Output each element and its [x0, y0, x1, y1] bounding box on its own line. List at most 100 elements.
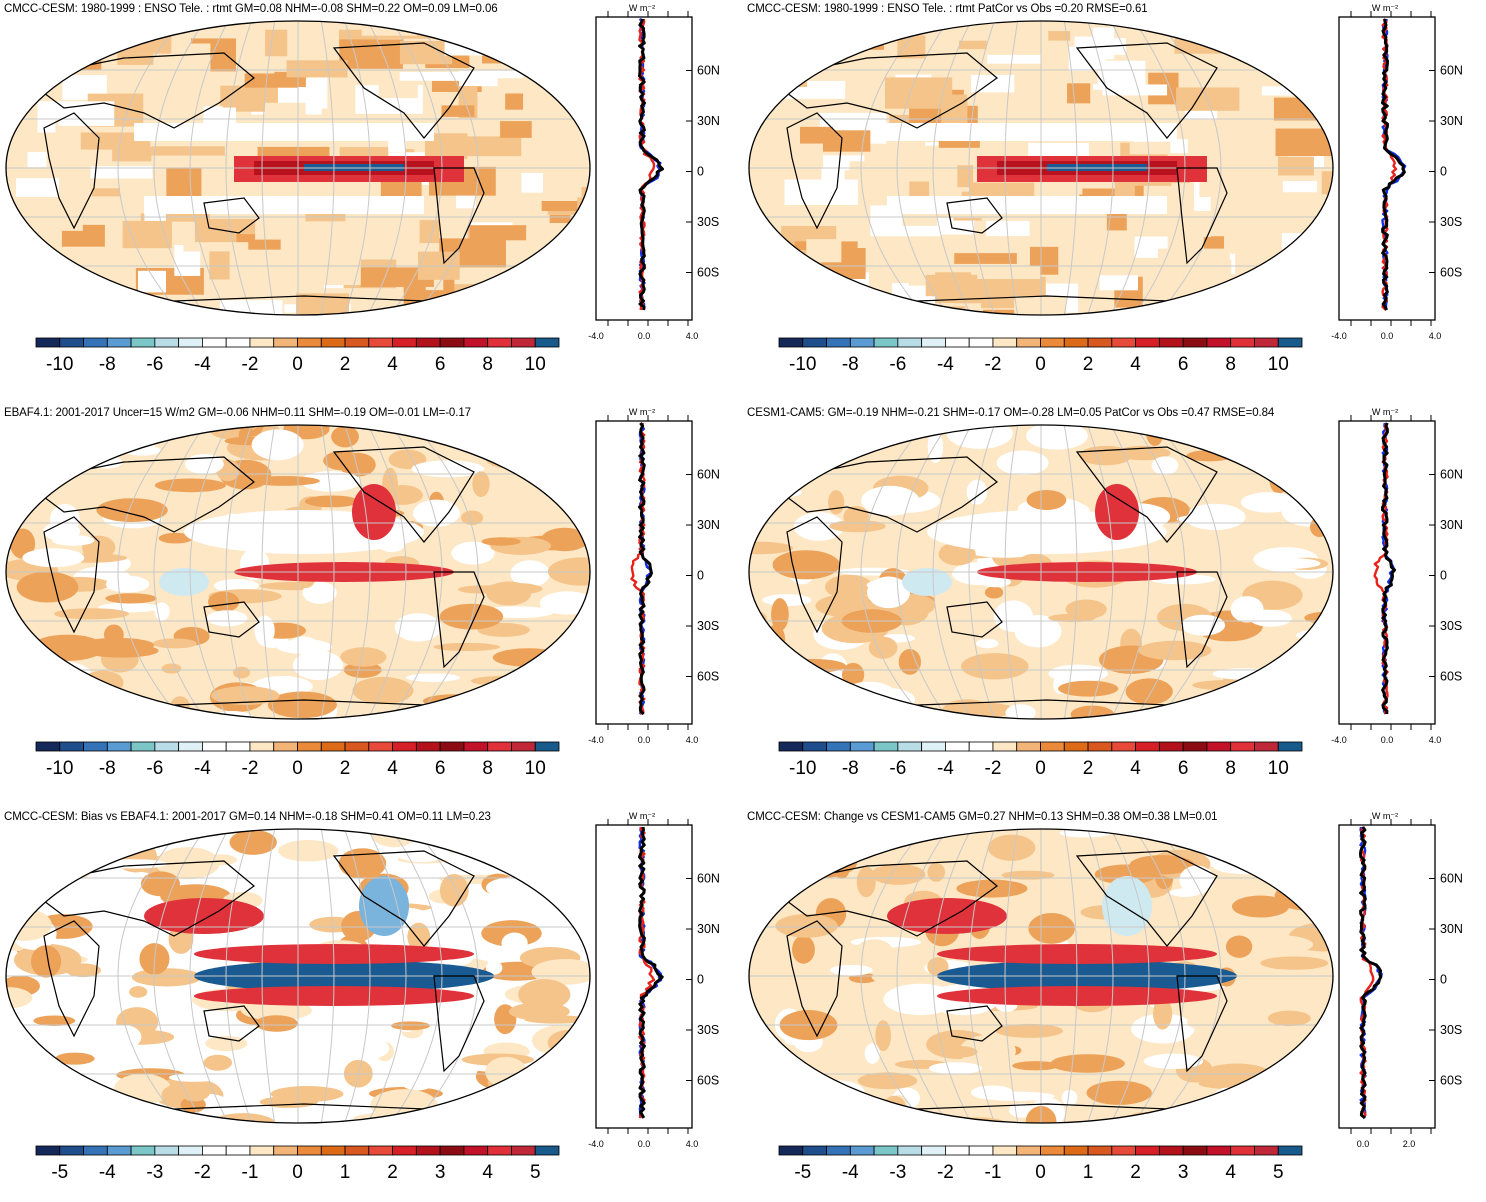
colorbar-label: 10 [525, 758, 546, 779]
colorbar-swatch [1087, 1145, 1113, 1156]
world-map [5, 828, 591, 1124]
colorbar: -10 -8 -6 -4 -2 0 2 4 6 8 10 [778, 337, 1303, 375]
colorbar-label: 0 [292, 1162, 303, 1183]
colorbar-label: 2 [1083, 758, 1094, 779]
colorbar-swatch [368, 337, 393, 348]
colorbar-swatch [35, 1145, 61, 1156]
colorbar-swatch [392, 741, 417, 752]
colorbar-swatch [1111, 1145, 1136, 1156]
profile-lat-tick: 60S [697, 1074, 719, 1088]
colorbar-swatch [1111, 337, 1136, 348]
colorbar-swatch [1206, 1145, 1232, 1156]
colorbar-label: -4 [842, 1162, 859, 1183]
colorbar-label: -2 [985, 354, 1002, 375]
colorbar-label: 0 [1035, 1162, 1046, 1183]
colorbar-label: -4 [194, 354, 211, 375]
colorbar-label: 10 [525, 354, 546, 375]
colorbar-swatch [130, 337, 156, 348]
colorbar-swatch [273, 1145, 298, 1156]
colorbar-swatch [1063, 741, 1089, 752]
colorbar-swatch [297, 337, 322, 348]
colorbar-label: 4 [1130, 354, 1141, 375]
colorbar-label: 2 [340, 758, 351, 779]
colorbar-swatch [106, 741, 132, 752]
profile-x-tick: 2.0 [1403, 1139, 1416, 1149]
colorbar-swatch [897, 741, 923, 752]
colorbar-swatch [178, 337, 203, 348]
colorbar-swatch [945, 1145, 970, 1156]
colorbar-swatch [1277, 741, 1303, 752]
colorbar-swatch [225, 337, 251, 348]
colorbar-swatch [35, 741, 61, 752]
colorbar-swatch [415, 1145, 441, 1156]
profile-unit: W m⁻² [629, 811, 655, 821]
colorbar-swatch [992, 741, 1018, 752]
zonal-mean-profile: W m⁻² 60N 30N 0 30S 60S -4.0 0.0 4.0 [588, 811, 720, 1149]
colorbar-swatch [320, 1145, 346, 1156]
colorbar-swatch [826, 741, 851, 752]
colorbar-swatch [1254, 337, 1279, 348]
colorbar-label: -2 [985, 758, 1002, 779]
colorbar-swatch [778, 1145, 804, 1156]
profile-lat-tick: 30N [697, 518, 720, 532]
colorbar-swatch [415, 741, 441, 752]
colorbar-label: -10 [46, 354, 73, 375]
colorbar-swatch [392, 1145, 417, 1156]
colorbar-swatch [1040, 1145, 1065, 1156]
colorbar: -10 -8 -6 -4 -2 0 2 4 6 8 10 [35, 741, 560, 779]
colorbar-swatch [439, 741, 465, 752]
colorbar-swatch [392, 337, 417, 348]
panel-bias: CMCC-CESM: Bias vs EBAF4.1: 2001-2017 GM… [0, 808, 743, 1202]
colorbar-swatch [178, 741, 203, 752]
colorbar-label: -2 [937, 1162, 954, 1183]
colorbar-swatch [1206, 337, 1232, 348]
colorbar-swatch [178, 1145, 203, 1156]
zonal-mean-profile: W m⁻² 60N 30N 0 30S 60S -4.0 0.0 4.0 [588, 3, 720, 341]
profile-lat-tick: 30S [1440, 619, 1462, 633]
colorbar-label: -2 [242, 354, 259, 375]
colorbar-swatch [1016, 741, 1041, 752]
zonal-mean-profile: W m⁻² 60N 30N 0 30S 60S -4.0 0.0 4.0 [588, 407, 720, 745]
panel-title: CMCC-CESM: Bias vs EBAF4.1: 2001-2017 GM… [4, 811, 491, 823]
colorbar-swatch [1277, 1145, 1303, 1156]
colorbar-label: -6 [889, 758, 906, 779]
colorbar-label: 2 [1130, 1162, 1141, 1183]
colorbar: -10 -8 -6 -4 -2 0 2 4 6 8 10 [35, 337, 560, 375]
colorbar-label: 6 [435, 354, 446, 375]
profile-x-tick: 4.0 [1429, 331, 1442, 341]
colorbar-label: 10 [1268, 354, 1289, 375]
colorbar-swatch [1063, 337, 1089, 348]
panel-ebaf: EBAF4.1: 2001-2017 Uncer=15 W/m2 GM=-0.0… [0, 404, 743, 798]
colorbar-swatch [202, 1145, 227, 1156]
zonal-mean-profile: W m⁻² 60N 30N 0 30S 60S 0.0 2.0 [1338, 811, 1463, 1149]
profile-lat-tick: 60N [697, 468, 720, 482]
colorbar-swatch [511, 741, 536, 752]
colorbar-swatch [487, 1145, 512, 1156]
colorbar-label: -10 [46, 758, 73, 779]
colorbar-label: 1 [1083, 1162, 1094, 1183]
colorbar-swatch [1040, 337, 1065, 348]
profile-lat-tick: 30S [697, 1023, 719, 1037]
colorbar-swatch [106, 1145, 132, 1156]
colorbar-label: 0 [292, 354, 303, 375]
colorbar-label: 8 [1225, 354, 1236, 375]
colorbar-swatch [344, 337, 370, 348]
panel-title: CMCC-CESM: 1980-1999 : ENSO Tele. : rtmt… [747, 3, 1148, 15]
profile-x-tick: 0.0 [1357, 1139, 1370, 1149]
profile-lat-tick: 60S [697, 670, 719, 684]
profile-lat-tick: 30S [1440, 215, 1462, 229]
colorbar-swatch [968, 337, 994, 348]
profile-lat-tick: 60N [1440, 468, 1463, 482]
colorbar-swatch [106, 337, 132, 348]
colorbar-label: 6 [435, 758, 446, 779]
colorbar-swatch [1111, 741, 1136, 752]
colorbar-swatch [59, 1145, 84, 1156]
profile-x-tick: 4.0 [686, 735, 699, 745]
colorbar-label: -8 [842, 354, 859, 375]
colorbar-swatch [873, 741, 899, 752]
colorbar-swatch [225, 1145, 251, 1156]
colorbar-swatch [463, 337, 489, 348]
colorbar-swatch [83, 337, 108, 348]
colorbar-swatch [463, 1145, 489, 1156]
profile-x-tick: 0.0 [638, 735, 651, 745]
